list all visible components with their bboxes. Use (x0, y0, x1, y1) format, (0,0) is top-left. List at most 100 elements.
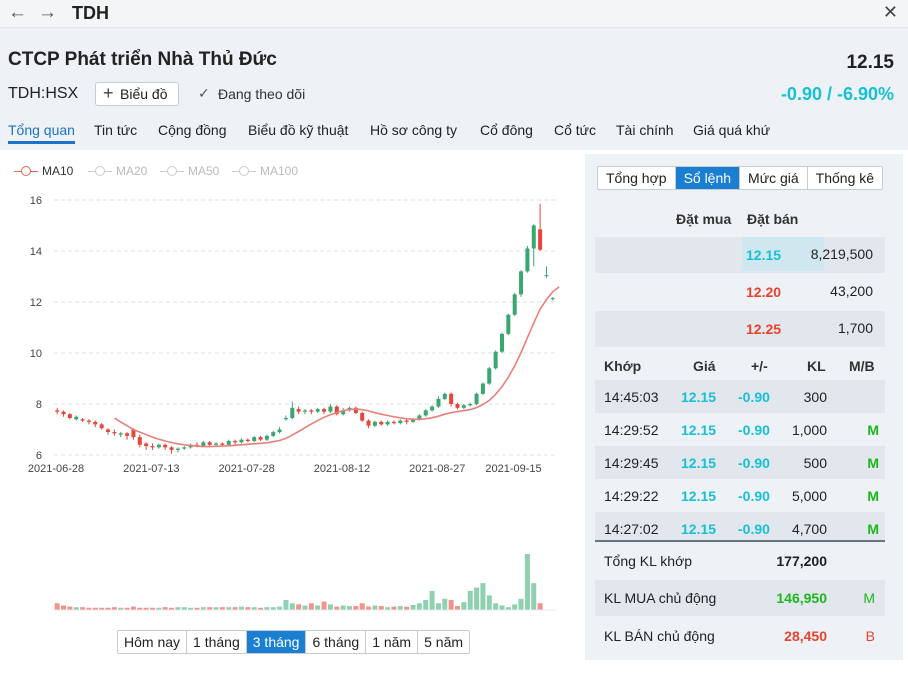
side-tab-price-levels[interactable]: Mức giá (740, 167, 808, 189)
range-6-months-button[interactable]: 6 tháng (306, 631, 367, 653)
side-tab-summary[interactable]: Tổng hợp (598, 167, 676, 189)
summary-label: KL BÁN chủ động (604, 628, 715, 644)
volume-bar (226, 607, 232, 610)
legend-ma100[interactable]: MA100 (232, 164, 298, 178)
volume-bar (486, 595, 492, 610)
back-arrow-icon[interactable]: ← (8, 2, 27, 23)
volume-bar (359, 603, 365, 610)
volume-bar (391, 606, 397, 610)
tab-company-profile[interactable]: Hồ sơ công ty (370, 122, 457, 138)
volume-bar (188, 607, 194, 610)
add-chart-button[interactable]: + Biểu đồ (95, 82, 179, 106)
volume-bar (118, 607, 124, 610)
volume-bar (505, 607, 511, 610)
candle-body (499, 333, 504, 352)
volume-bar (270, 607, 276, 610)
time-range-selector: Hôm nay 1 tháng 3 tháng 6 tháng 1 năm 5 … (117, 630, 471, 654)
trade-change: -0.90 (738, 422, 770, 438)
volume-bar (353, 606, 359, 610)
side-tab-orderbook[interactable]: Sổ lệnh (675, 167, 741, 189)
tab-community[interactable]: Cộng đồng (158, 122, 227, 138)
volume-bar (162, 607, 168, 610)
tab-dividends[interactable]: Cổ tức (554, 122, 597, 138)
orderbook-row: 12.15 8,219,500 (595, 237, 885, 273)
candle-body (519, 271, 524, 295)
summary-flag: M (863, 590, 875, 606)
volume-bar (143, 607, 149, 610)
range-3-months-button[interactable]: 3 tháng (246, 631, 307, 653)
legend-ma50[interactable]: MA50 (160, 164, 219, 178)
candle-body (474, 393, 479, 404)
ask-volume: 8,219,500 (810, 246, 873, 262)
tab-overview[interactable]: Tổng quan (8, 122, 75, 144)
orderbook-row: 12.20 43,200 (595, 274, 885, 310)
volume-bar (327, 604, 333, 610)
candle-body (487, 368, 492, 384)
candle-body (86, 420, 91, 422)
legend-ma10-label: MA10 (42, 164, 74, 178)
x-tick-label: 2021-08-27 (409, 463, 465, 475)
follow-toggle[interactable]: ✓ Đang theo dõi (198, 85, 305, 102)
candle-body (538, 229, 543, 250)
volume-bar (537, 603, 543, 610)
trade-change: -0.90 (738, 521, 770, 537)
ask-price: 12.20 (746, 284, 782, 300)
ask-price: 12.25 (746, 321, 782, 337)
trade-change: -0.90 (738, 488, 770, 504)
price-chart-panel: 16 14 12 10 8 6 2021-06-28 2021-07-13 2021-07-28… (4, 154, 581, 660)
tab-price-history[interactable]: Giá quá khứ (693, 122, 771, 138)
candle-body (512, 294, 517, 315)
volume-bar (524, 554, 530, 610)
candle-body (379, 421, 384, 425)
close-icon[interactable]: ✕ (882, 2, 898, 22)
volume-bar (518, 598, 524, 610)
y-tick-label: 12 (30, 297, 42, 309)
trade-row: 14:29:45 12.15 -0.90 500 M (595, 446, 885, 479)
candle-body (233, 440, 238, 443)
trade-time: 14:45:03 (604, 389, 659, 405)
candle-body (80, 419, 85, 421)
candle-body (423, 410, 428, 416)
range-today-button[interactable]: Hôm nay (118, 631, 188, 653)
add-chart-label: Biểu đồ (120, 86, 168, 102)
volume-bar (378, 606, 384, 610)
legend-ma10[interactable]: MA10 (14, 164, 73, 178)
volume-bar (448, 599, 454, 610)
candle-body (67, 414, 72, 419)
candle-body (252, 437, 257, 441)
trade-side: M (867, 422, 879, 438)
candle-body (239, 439, 244, 443)
candle-body (112, 432, 117, 434)
candle-body (258, 437, 263, 440)
volume-bar (480, 583, 486, 610)
legend-ma20-label: MA20 (116, 164, 148, 178)
tab-news[interactable]: Tin tức (94, 122, 138, 138)
range-1-year-button[interactable]: 1 năm (366, 631, 419, 653)
volume-bar (73, 607, 79, 610)
candle-body (175, 448, 180, 450)
side-tab-statistics[interactable]: Thống kê (807, 167, 883, 189)
volume-bar (499, 605, 505, 610)
volume-bar (130, 606, 136, 610)
volume-bar (467, 590, 473, 610)
trade-volume: 5,000 (791, 488, 827, 504)
tab-technical-chart[interactable]: Biểu đồ kỹ thuật (248, 122, 349, 138)
range-1-month-button[interactable]: 1 tháng (187, 631, 247, 653)
candle-body (303, 410, 307, 412)
candle-body (74, 416, 79, 420)
candle-body (220, 443, 225, 445)
volume-bar (416, 603, 422, 610)
legend-ma20[interactable]: MA20 (88, 164, 147, 178)
volume-bar (493, 603, 499, 610)
volume-bar (137, 607, 143, 610)
candle-body (207, 442, 212, 445)
tab-shareholders[interactable]: Cổ đông (480, 122, 533, 138)
range-5-years-button[interactable]: 5 năm (418, 631, 470, 653)
volume-bar (175, 607, 181, 610)
tab-financials[interactable]: Tài chính (616, 122, 674, 138)
summary-row: Tổng KL khớp 177,200 (595, 543, 885, 579)
summary-flag: B (865, 628, 875, 644)
forward-arrow-icon[interactable]: → (38, 2, 57, 23)
trades-list[interactable]: 14:45:03 12.15 -0.90 300 14:29:52 12.15 … (595, 380, 885, 540)
